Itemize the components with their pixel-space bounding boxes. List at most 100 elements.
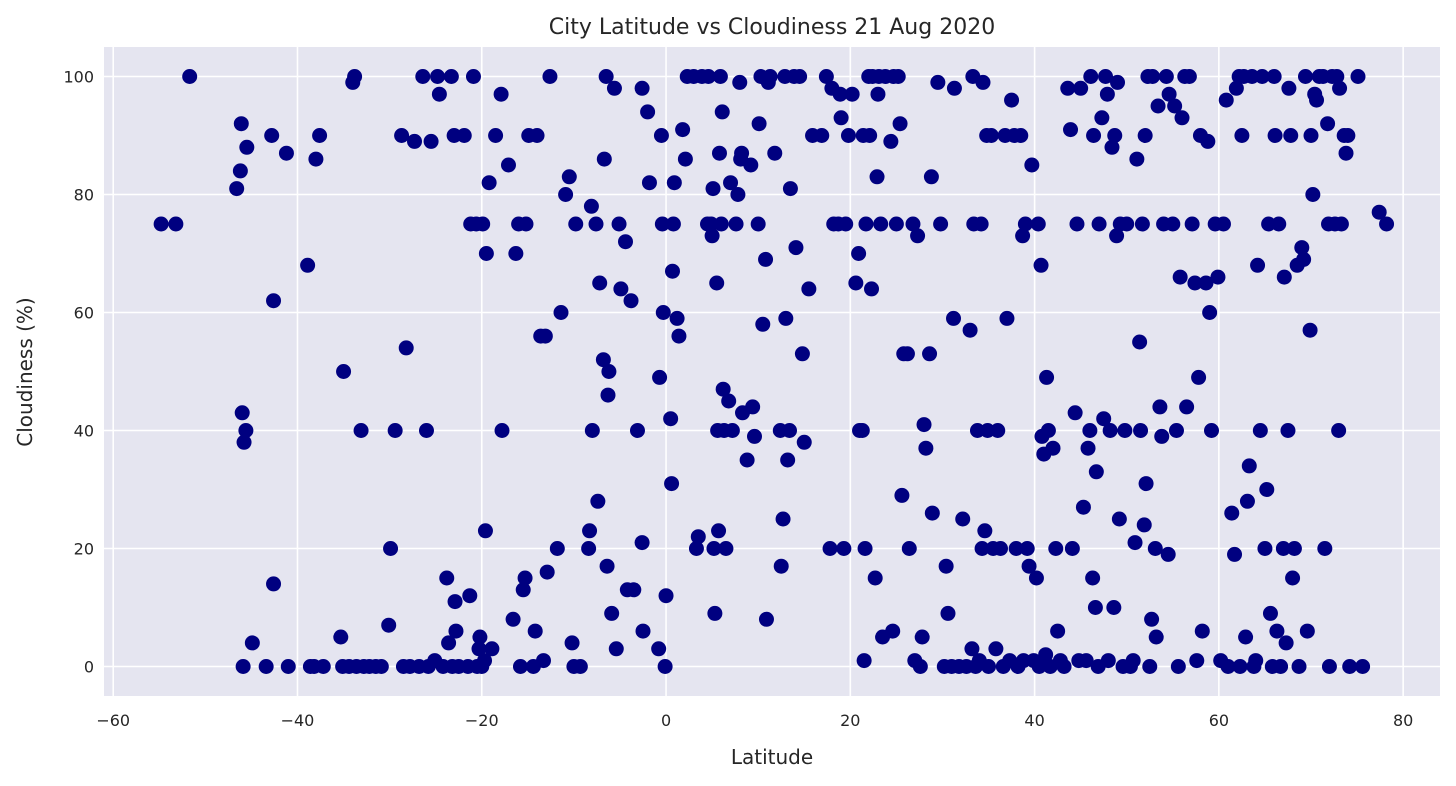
data-point [1227, 546, 1243, 562]
data-point [234, 405, 250, 421]
data-point [1259, 482, 1275, 497]
data-point [568, 216, 584, 232]
data-point [581, 541, 597, 556]
data-point [353, 423, 369, 438]
data-point [1184, 216, 1200, 232]
data-point [394, 128, 410, 143]
data-point [734, 145, 750, 161]
data-point [512, 659, 528, 674]
data-point [280, 659, 296, 674]
data-point [1273, 659, 1289, 674]
data-point [1228, 80, 1244, 96]
data-point [892, 116, 908, 132]
data-point [584, 423, 600, 438]
data-point [1200, 133, 1216, 149]
data-point [655, 305, 671, 320]
data-point [447, 594, 463, 610]
data-point [1276, 269, 1292, 285]
data-point [598, 69, 614, 84]
data-point [856, 653, 872, 669]
data-point [711, 523, 727, 539]
data-point [1132, 334, 1148, 350]
data-point [974, 541, 990, 556]
data-point [1297, 69, 1313, 84]
data-point [1142, 659, 1158, 674]
data-point [848, 275, 864, 291]
y-tick-label: 80 [74, 186, 94, 205]
data-point [796, 434, 812, 450]
data-point [629, 423, 645, 438]
data-point [462, 588, 478, 604]
data-point [657, 659, 673, 674]
y-tick-label: 100 [63, 68, 94, 87]
data-point [484, 641, 500, 657]
data-point [239, 139, 255, 155]
data-point [1050, 623, 1066, 639]
data-point [592, 275, 608, 291]
data-point [775, 511, 791, 527]
data-point [431, 86, 447, 102]
data-point [873, 216, 889, 232]
data-point [1333, 216, 1349, 232]
data-point [732, 74, 748, 90]
data-point [916, 417, 932, 433]
data-point [1038, 647, 1054, 663]
data-point [977, 523, 993, 539]
data-point [922, 346, 938, 362]
data-point [730, 187, 746, 202]
data-point [588, 216, 604, 232]
data-point [1045, 440, 1061, 456]
data-point [264, 128, 280, 143]
data-point [1125, 653, 1141, 669]
data-points [153, 69, 1395, 674]
data-point [773, 558, 789, 574]
data-point [767, 145, 783, 161]
data-point [517, 570, 533, 586]
data-point [266, 576, 282, 592]
data-point [894, 487, 910, 503]
data-point [1107, 128, 1123, 143]
data-point [306, 659, 322, 674]
data-point [714, 104, 730, 120]
data-point [711, 145, 727, 161]
data-point [1144, 611, 1160, 627]
data-point [664, 263, 680, 279]
data-point [634, 535, 650, 551]
data-point [500, 157, 516, 173]
data-point [912, 659, 928, 674]
data-point [1305, 187, 1321, 202]
data-point [599, 558, 615, 574]
x-axis-title: Latitude [731, 745, 813, 769]
data-point [658, 588, 674, 604]
data-point [664, 476, 680, 492]
data-point [1109, 228, 1125, 244]
data-point [572, 659, 588, 674]
data-point [713, 216, 729, 232]
data-point [475, 216, 491, 232]
data-point [854, 423, 870, 438]
data-point [1060, 80, 1076, 96]
data-point [743, 157, 759, 173]
data-point [993, 541, 1009, 556]
data-point [833, 110, 849, 126]
data-point [423, 133, 439, 149]
data-point [1224, 505, 1240, 521]
data-point [1056, 659, 1072, 674]
data-point [723, 175, 739, 191]
data-point [1338, 145, 1354, 161]
data-point [456, 128, 472, 143]
data-point [1083, 69, 1099, 84]
data-point [1191, 369, 1207, 385]
data-point [1039, 369, 1055, 385]
data-point [1189, 653, 1205, 669]
data-point [635, 623, 651, 639]
data-point [1167, 98, 1183, 114]
data-point [1017, 216, 1033, 232]
data-point [862, 128, 878, 143]
data-point [1086, 128, 1102, 143]
data-point [398, 340, 414, 356]
x-tick-label: 40 [1024, 711, 1044, 730]
data-point [975, 74, 991, 90]
data-point [1379, 216, 1395, 232]
data-point [1271, 216, 1287, 232]
